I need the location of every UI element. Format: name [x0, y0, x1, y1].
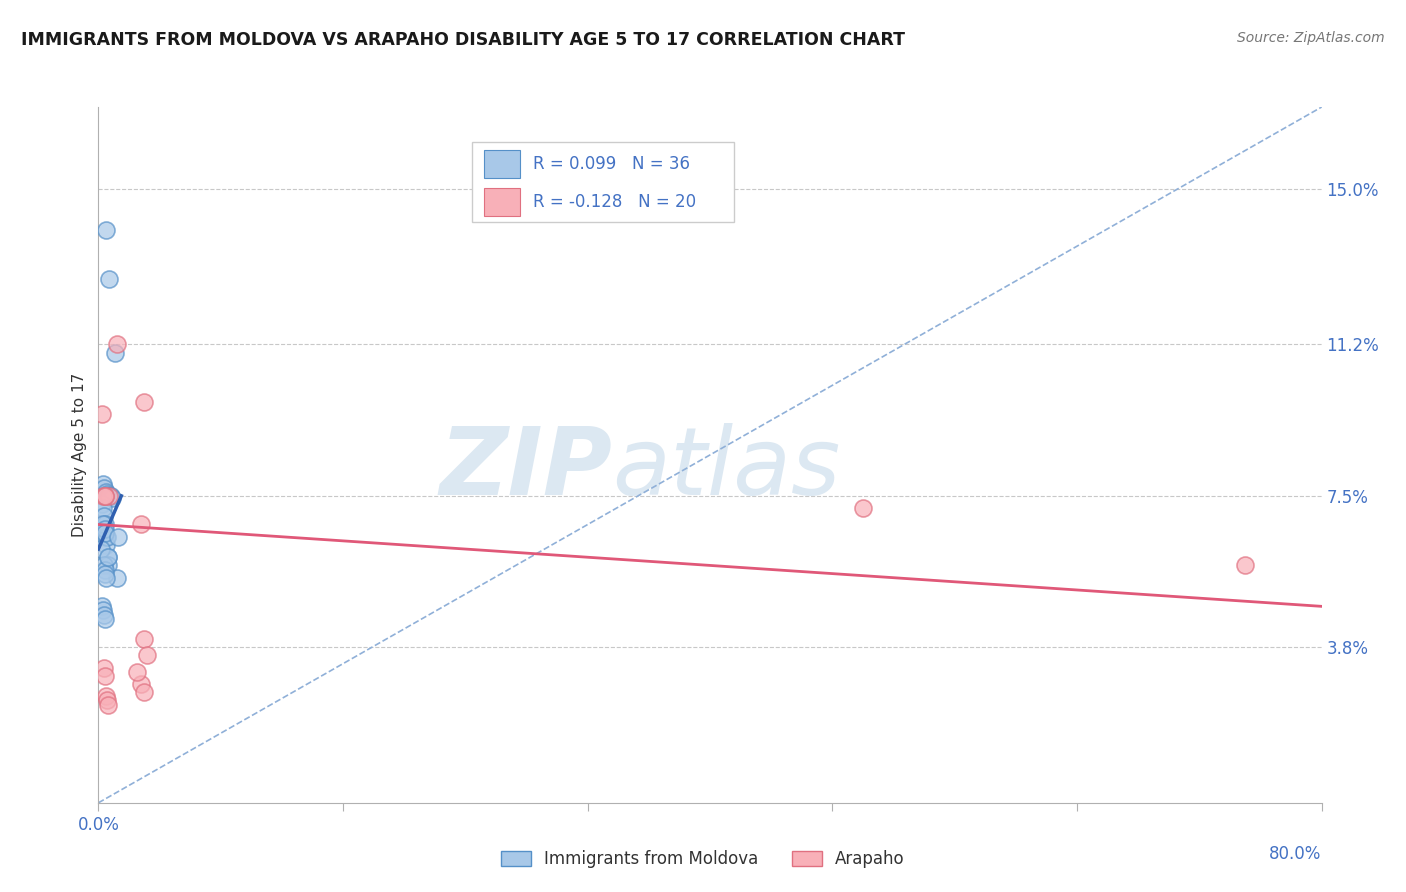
Point [96, 530, 118, 544]
Point [91, 603, 114, 617]
FancyBboxPatch shape [484, 151, 520, 178]
Point [96, 693, 118, 707]
Point [93, 607, 115, 622]
Point [101, 491, 124, 505]
Point [94, 530, 117, 544]
Y-axis label: Disability Age 5 to 17: Disability Age 5 to 17 [72, 373, 87, 537]
Point [94, 571, 117, 585]
Point [125, 665, 148, 679]
Point [93, 661, 115, 675]
Point [94, 566, 117, 581]
Point [91, 497, 114, 511]
Point [134, 394, 156, 409]
Point [91, 599, 114, 614]
Text: Source: ZipAtlas.com: Source: ZipAtlas.com [1237, 31, 1385, 45]
Point [93, 489, 115, 503]
Point [90, 542, 112, 557]
Point [93, 612, 115, 626]
Point [100, 489, 122, 503]
FancyBboxPatch shape [484, 188, 520, 216]
Point [96, 487, 118, 501]
Point [98, 489, 121, 503]
Point [104, 345, 127, 359]
Point [1234, 558, 1257, 573]
Point [91, 489, 114, 503]
Point [93, 522, 115, 536]
Point [94, 690, 117, 704]
Point [98, 272, 121, 286]
Point [94, 484, 117, 499]
Point [91, 517, 114, 532]
Point [93, 481, 115, 495]
Point [94, 223, 117, 237]
Point [97, 550, 120, 565]
Point [93, 558, 115, 573]
Point [93, 509, 115, 524]
FancyBboxPatch shape [471, 142, 734, 222]
Text: 80.0%: 80.0% [1270, 845, 1322, 863]
Point [105, 571, 128, 585]
Point [91, 476, 114, 491]
Point [91, 407, 114, 421]
Text: ZIP: ZIP [439, 423, 612, 515]
Point [97, 489, 120, 503]
Point [97, 550, 120, 565]
Point [93, 562, 115, 576]
Point [134, 632, 156, 646]
Point [93, 669, 115, 683]
Point [94, 525, 117, 540]
Point [107, 530, 129, 544]
Text: R = -0.128   N = 20: R = -0.128 N = 20 [533, 193, 696, 211]
Point [852, 501, 875, 516]
Legend: Immigrants from Moldova, Arapaho: Immigrants from Moldova, Arapaho [495, 844, 911, 875]
Point [97, 698, 120, 712]
Point [129, 517, 152, 532]
Text: IMMIGRANTS FROM MOLDOVA VS ARAPAHO DISABILITY AGE 5 TO 17 CORRELATION CHART: IMMIGRANTS FROM MOLDOVA VS ARAPAHO DISAB… [21, 31, 905, 49]
Point [129, 677, 152, 691]
Point [98, 489, 121, 503]
Point [93, 517, 115, 532]
Point [93, 489, 115, 503]
Point [98, 489, 121, 503]
Text: atlas: atlas [612, 424, 841, 515]
Point [136, 648, 159, 663]
Point [97, 558, 120, 573]
Point [105, 337, 128, 351]
Point [94, 538, 117, 552]
Text: R = 0.099   N = 36: R = 0.099 N = 36 [533, 155, 690, 173]
Point [91, 501, 114, 516]
Point [134, 685, 156, 699]
